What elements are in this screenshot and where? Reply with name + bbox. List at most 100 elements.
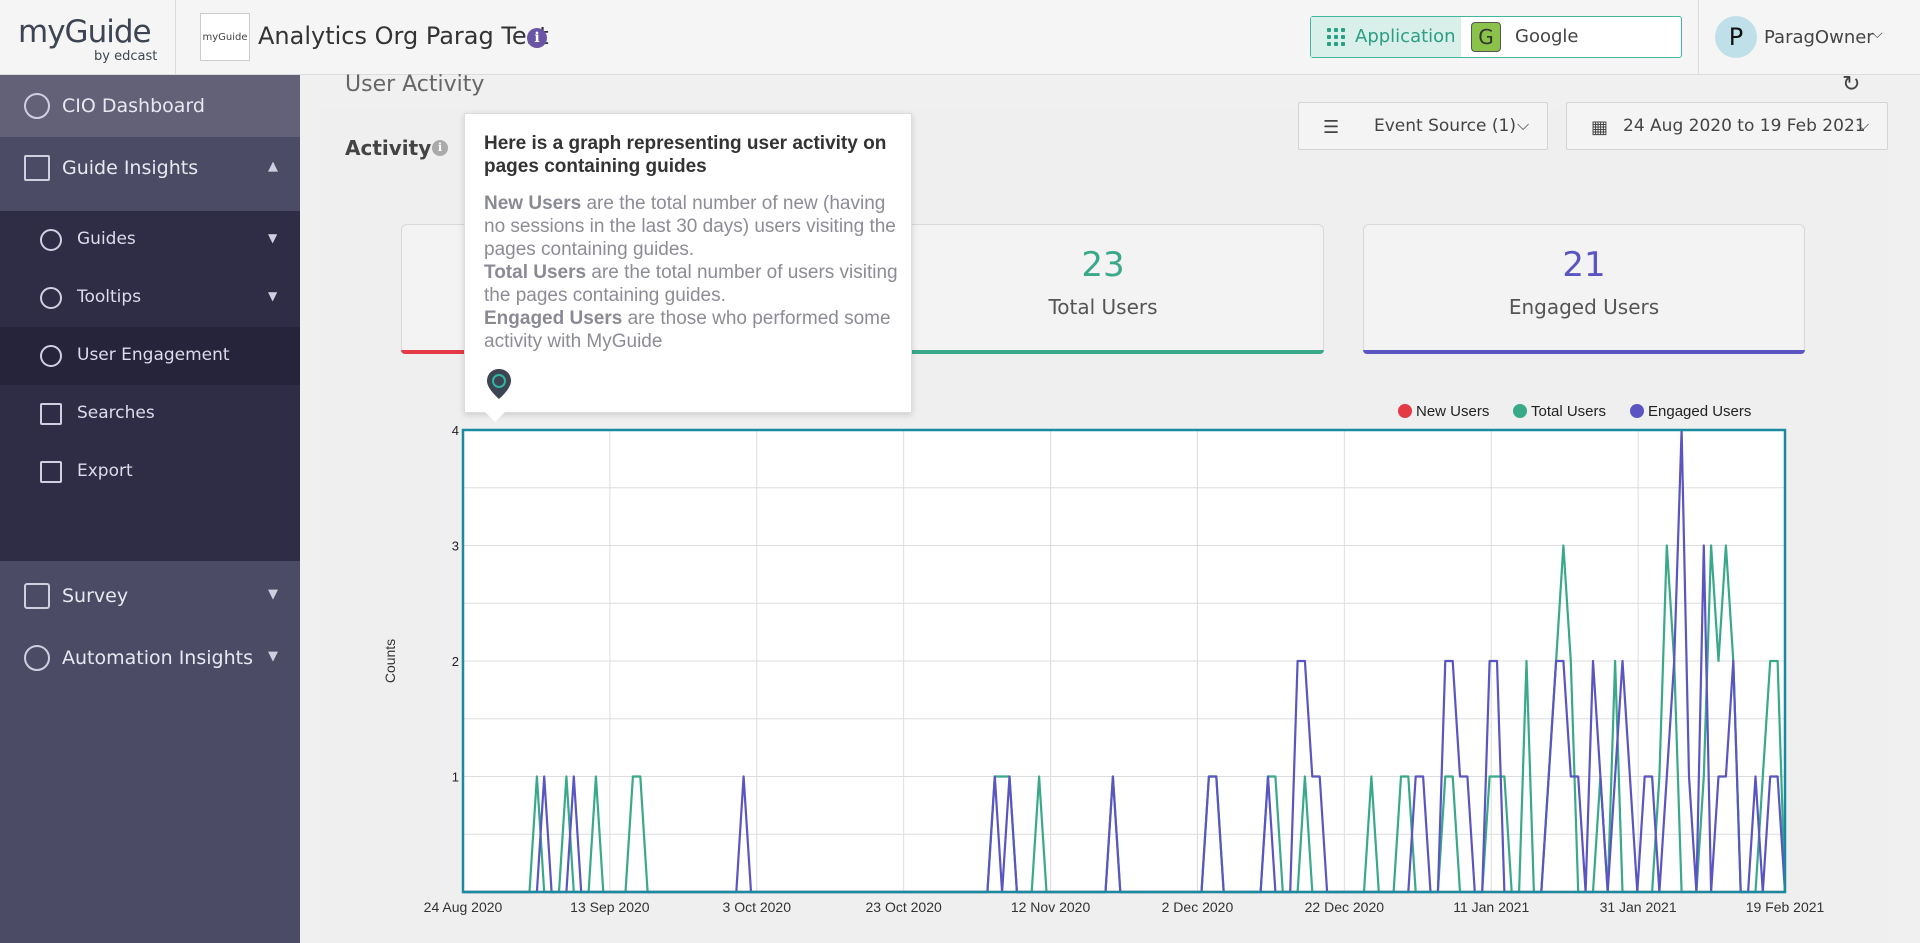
tooltip-title: Here is a graph representing user activi… <box>484 133 887 177</box>
x-tick-label: 22 Dec 2020 <box>1305 899 1385 915</box>
y-axis-label: Counts <box>382 639 398 683</box>
chevron-up-icon: ▲ <box>268 159 278 174</box>
engaged-users-term: Engaged Users <box>484 308 623 329</box>
sliders-icon: ☰ <box>1323 117 1340 138</box>
x-tick-label: 23 Oct 2020 <box>866 899 942 915</box>
engaged-users-description: are those who performed some activity wi… <box>484 308 891 352</box>
chevron-down-icon[interactable]: ⌵ <box>1872 26 1883 42</box>
org-name: Analytics Org Parag Test <box>258 22 549 50</box>
sidebar-item-export[interactable]: Export <box>0 443 300 501</box>
legend-marker <box>1630 404 1644 418</box>
logo-subtext: by edcast <box>94 49 158 64</box>
application-button[interactable]: Application <box>1311 17 1461 57</box>
sidebar-item-label: Survey <box>62 585 129 607</box>
top-header: myGuide by edcast myGuide Analytics Org … <box>0 0 1920 75</box>
org-logo-text: myGuide <box>202 31 248 43</box>
myguide-pin-icon <box>487 369 511 399</box>
event-source-label: Event Source (1) <box>1374 116 1516 136</box>
legend-marker <box>1398 404 1412 418</box>
legend-label: Total Users <box>1531 403 1606 420</box>
x-tick-label: 11 Jan 2021 <box>1453 899 1529 915</box>
header-divider <box>175 0 176 75</box>
sidebar-item-survey[interactable]: Survey ▼ <box>0 565 300 627</box>
sidebar: CIO Dashboard Guide Insights ▲ Guides ▼ … <box>0 75 300 943</box>
activity-info-tooltip: Here is a graph representing user activi… <box>464 113 912 422</box>
sidebar-item-cio-dashboard[interactable]: CIO Dashboard <box>0 75 300 137</box>
x-tick-label: 31 Jan 2021 <box>1600 899 1677 915</box>
y-tick-label: 2 <box>452 654 459 669</box>
sidebar-item-label: User Engagement <box>77 345 230 365</box>
grid-icon <box>1327 28 1345 46</box>
chart-icon <box>24 155 50 181</box>
gear-icon <box>24 645 50 671</box>
stat-accent-bar <box>882 350 1324 354</box>
app-switcher: Application G Google <box>1310 16 1682 58</box>
sidebar-item-label: Export <box>77 461 133 481</box>
total-users-term: Total Users <box>484 262 587 283</box>
x-tick-label: 2 Dec 2020 <box>1162 899 1234 915</box>
sidebar-item-label: Guides <box>77 229 136 249</box>
x-tick-label: 12 Nov 2020 <box>1011 899 1091 915</box>
x-tick-label: 13 Sep 2020 <box>570 899 650 915</box>
chevron-down-icon: ▼ <box>268 231 278 245</box>
tooltip-body: New Users are the total number of new (h… <box>484 192 899 353</box>
stat-card-total-users: 23 Total Users <box>882 224 1324 354</box>
sidebar-item-user-engagement[interactable]: User Engagement <box>0 327 300 385</box>
new-users-term: New Users <box>484 193 582 214</box>
user-activity-chart: 1 2 3 4 24 Aug 2020 13 Sep 2020 3 Oct 2020 23 O… <box>382 403 1825 915</box>
date-range-label: 24 Aug 2020 to 19 Feb 2021 <box>1623 116 1866 136</box>
calendar-icon: ▦ <box>1591 117 1609 138</box>
stat-value: 21 <box>1562 245 1606 285</box>
legend-label: Engaged Users <box>1648 403 1751 420</box>
header-divider <box>1698 0 1699 75</box>
legend-label: New Users <box>1416 403 1489 420</box>
sidebar-item-label: Automation Insights <box>62 647 253 669</box>
sidebar-item-label: Searches <box>77 403 155 423</box>
sidebar-item-tooltips[interactable]: Tooltips ▼ <box>0 269 300 327</box>
application-label: Application <box>1355 26 1456 47</box>
sidebar-item-label: Tooltips <box>77 287 142 307</box>
stat-label: Engaged Users <box>1508 295 1660 319</box>
section-title: User Activity <box>345 72 485 97</box>
stat-label: Total Users <box>1048 295 1158 319</box>
stat-value: 23 <box>1081 245 1125 285</box>
chevron-down-icon: ⌵ <box>1857 115 1870 134</box>
survey-icon <box>24 583 50 609</box>
compass-icon <box>40 229 62 251</box>
date-range-picker[interactable]: ▦ 24 Aug 2020 to 19 Feb 2021 ⌵ <box>1566 102 1888 150</box>
y-tick-label: 4 <box>452 423 459 438</box>
x-tick-label: 24 Aug 2020 <box>424 899 503 915</box>
sidebar-item-searches[interactable]: Searches <box>0 385 300 443</box>
chevron-down-icon: ⌵ <box>1517 115 1530 134</box>
info-icon[interactable]: i <box>432 140 448 156</box>
sidebar-item-automation-insights[interactable]: Automation Insights ▼ <box>0 627 300 689</box>
myguide-logo[interactable]: myGuide by edcast <box>18 14 158 66</box>
user-name[interactable]: ParagOwner <box>1764 27 1874 48</box>
avatar[interactable]: P <box>1715 16 1757 58</box>
gauge-icon <box>24 93 50 119</box>
total-users-description: are the total number of users visiting t… <box>484 262 898 306</box>
sidebar-item-guide-insights[interactable]: Guide Insights ▲ <box>0 137 300 199</box>
stat-card-engaged-users: 21 Engaged Users <box>1363 224 1805 354</box>
selected-app-label: Google <box>1515 26 1579 47</box>
document-search-icon <box>40 403 62 425</box>
chevron-down-icon: ▼ <box>268 289 278 303</box>
x-tick-label: 19 Feb 2021 <box>1746 899 1825 915</box>
chevron-down-icon: ▼ <box>268 587 278 602</box>
info-icon[interactable]: i <box>527 28 547 48</box>
y-tick-label: 3 <box>452 539 459 554</box>
x-tick-label: 3 Oct 2020 <box>723 899 792 915</box>
export-icon <box>40 461 62 483</box>
stat-accent-bar <box>1363 350 1805 354</box>
activity-label: Activity <box>345 136 432 160</box>
refresh-icon[interactable]: ↻ <box>1842 72 1861 97</box>
tooltip-icon <box>40 287 62 309</box>
new-users-description: are the total number of new (having no s… <box>484 193 896 260</box>
y-tick-label: 1 <box>452 770 459 785</box>
chevron-down-icon: ▼ <box>268 649 278 664</box>
sidebar-item-label: CIO Dashboard <box>62 95 205 117</box>
event-source-dropdown[interactable]: ☰ Event Source (1) ⌵ <box>1298 102 1548 150</box>
org-logo: myGuide <box>200 13 250 61</box>
plot-border <box>461 428 1787 894</box>
sidebar-item-guides[interactable]: Guides ▼ <box>0 211 300 269</box>
